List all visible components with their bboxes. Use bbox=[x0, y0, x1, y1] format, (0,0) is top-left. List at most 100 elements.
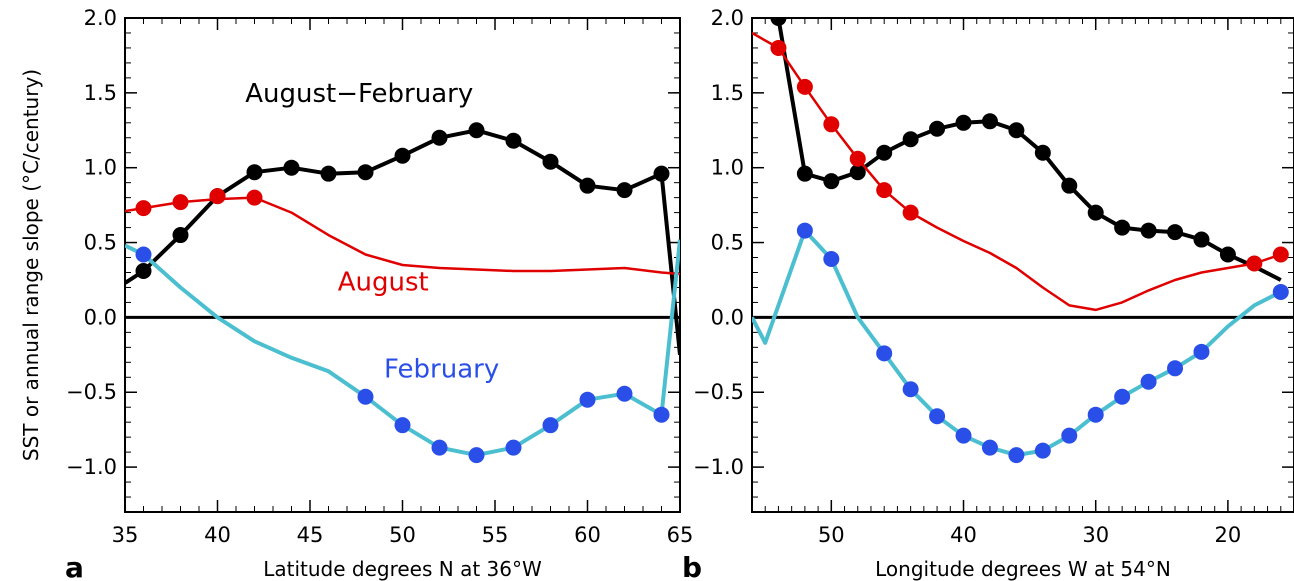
data-point bbox=[1167, 360, 1184, 377]
data-point bbox=[246, 164, 263, 181]
data-point bbox=[135, 200, 152, 217]
data-point bbox=[431, 439, 448, 456]
data-point bbox=[209, 188, 226, 205]
data-point bbox=[505, 439, 522, 456]
data-point bbox=[849, 150, 866, 167]
data-point bbox=[1219, 246, 1236, 263]
series-layer bbox=[125, 122, 680, 464]
data-point bbox=[1246, 255, 1263, 272]
data-point bbox=[468, 122, 485, 139]
data-point bbox=[929, 120, 946, 137]
series-annotation: August bbox=[338, 267, 429, 297]
data-point bbox=[1167, 224, 1184, 241]
x-tick-label: 40 bbox=[204, 523, 231, 547]
data-point bbox=[929, 408, 946, 425]
x-tick-label: 45 bbox=[297, 523, 324, 547]
x-tick-label: 60 bbox=[574, 523, 601, 547]
x-axis-label: Longitude degrees W at 54°N bbox=[875, 557, 1171, 581]
y-tick-label: 1.5 bbox=[711, 81, 744, 105]
data-point bbox=[1193, 343, 1210, 360]
data-point bbox=[1061, 177, 1078, 194]
x-tick-label: 65 bbox=[667, 523, 694, 547]
panel-letter: a bbox=[65, 551, 84, 581]
data-point bbox=[1034, 442, 1051, 459]
y-tick-label: 1.0 bbox=[711, 156, 744, 180]
y-tick-label: −0.5 bbox=[693, 380, 744, 404]
data-point bbox=[1008, 447, 1025, 464]
data-point bbox=[770, 39, 787, 56]
data-point bbox=[1087, 406, 1104, 423]
data-point bbox=[283, 159, 300, 176]
data-point bbox=[1114, 388, 1131, 405]
data-point bbox=[981, 439, 998, 456]
data-point bbox=[431, 129, 448, 146]
y-tick-label: 0.5 bbox=[84, 231, 117, 255]
data-point bbox=[876, 345, 893, 362]
data-point bbox=[955, 427, 972, 444]
data-point bbox=[955, 114, 972, 131]
data-point bbox=[1034, 144, 1051, 161]
data-point bbox=[1008, 122, 1025, 139]
data-point bbox=[1140, 373, 1157, 390]
data-point bbox=[1140, 222, 1157, 239]
data-point bbox=[542, 153, 559, 170]
data-point bbox=[172, 227, 189, 244]
series-annotation: August−February bbox=[245, 79, 473, 109]
data-point bbox=[542, 417, 559, 434]
data-point bbox=[1087, 204, 1104, 221]
data-point bbox=[505, 132, 522, 149]
data-point bbox=[616, 385, 633, 402]
data-point bbox=[796, 165, 813, 182]
data-point bbox=[902, 204, 919, 221]
series-layer bbox=[752, 18, 1289, 464]
y-tick-label: −1.0 bbox=[693, 455, 744, 479]
y-tick-label: −1.0 bbox=[66, 455, 117, 479]
x-tick-label: 20 bbox=[1215, 523, 1242, 547]
y-axis-label: SST or annual range slope (°C/century) bbox=[19, 69, 43, 461]
data-point bbox=[876, 182, 893, 199]
panel-a: −1.0 −0.5 0.0 0.5 1.0 1.5 2.0 35 40 45 50 55 60 65 Lat… bbox=[65, 6, 693, 581]
data-point bbox=[796, 78, 813, 95]
data-point bbox=[1193, 231, 1210, 248]
y-tick-label: 1.0 bbox=[84, 156, 117, 180]
y-tick-label: 2.0 bbox=[711, 6, 744, 30]
data-point bbox=[394, 417, 411, 434]
data-point bbox=[172, 194, 189, 211]
y-tick-label: 0.5 bbox=[711, 231, 744, 255]
x-axis-label: Latitude degrees N at 36°W bbox=[263, 557, 542, 581]
data-point bbox=[902, 381, 919, 398]
y-tick-label: −0.5 bbox=[66, 380, 117, 404]
panel-b: −1.0 −0.5 0.0 0.5 1.0 1.5 2.0 50 40 30 20 Longitude… bbox=[682, 6, 1294, 581]
series-annotation: February bbox=[384, 354, 499, 384]
x-tick-label: 50 bbox=[389, 523, 416, 547]
y-tick-label: 1.5 bbox=[84, 81, 117, 105]
data-point bbox=[796, 222, 813, 239]
data-point bbox=[579, 177, 596, 194]
data-point bbox=[823, 173, 840, 190]
x-tick-label: 35 bbox=[112, 523, 139, 547]
data-point bbox=[1061, 427, 1078, 444]
series-line-1 bbox=[752, 31, 1282, 312]
data-point bbox=[135, 246, 152, 263]
data-point bbox=[320, 165, 337, 182]
x-tick-label: 50 bbox=[818, 523, 845, 547]
x-tick-label: 40 bbox=[950, 523, 977, 547]
data-point bbox=[579, 391, 596, 408]
data-point bbox=[616, 182, 633, 199]
data-point bbox=[1114, 219, 1131, 236]
panel-letter: b bbox=[682, 551, 702, 581]
data-point bbox=[849, 164, 866, 181]
y-tick-label: 2.0 bbox=[84, 6, 117, 30]
data-point bbox=[1272, 246, 1289, 263]
data-point bbox=[468, 447, 485, 464]
data-point bbox=[135, 262, 152, 279]
x-tick-label: 30 bbox=[1082, 523, 1109, 547]
series-line-0 bbox=[125, 128, 680, 356]
y-tick-label: 0.0 bbox=[711, 305, 744, 329]
data-point bbox=[770, 18, 787, 26]
data-point bbox=[981, 113, 998, 130]
data-point bbox=[394, 147, 411, 164]
data-point bbox=[357, 164, 374, 181]
data-point bbox=[876, 144, 893, 161]
